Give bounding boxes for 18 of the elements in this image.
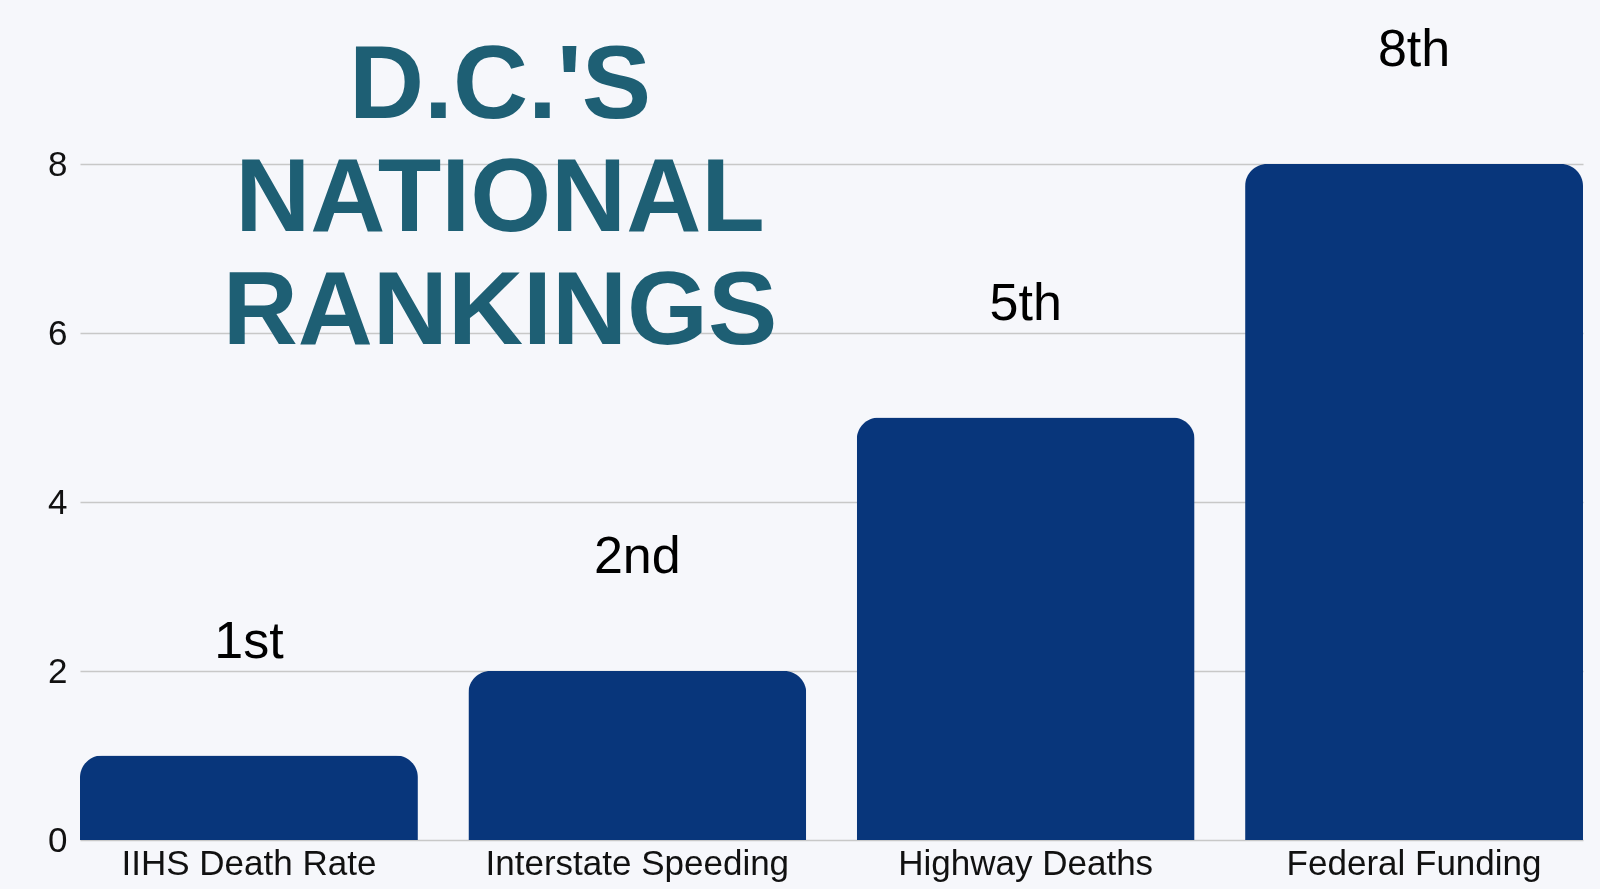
y-tick-label: 6 xyxy=(48,312,68,352)
x-tick-label: IIHS Death Rate xyxy=(121,842,377,882)
y-tick-label: 8 xyxy=(48,143,68,183)
data-label: 8th xyxy=(1377,19,1451,77)
y-tick-label: 2 xyxy=(48,650,68,690)
bar xyxy=(856,417,1195,840)
x-tick-label: Federal Funding xyxy=(1286,842,1542,882)
bar xyxy=(468,671,807,840)
bar xyxy=(80,755,418,840)
x-tick-label: Highway Deaths xyxy=(898,842,1154,882)
y-tick-label: 0 xyxy=(48,819,68,859)
y-tick-label: 4 xyxy=(48,481,68,521)
data-label: 5th xyxy=(989,272,1062,331)
bar xyxy=(1245,164,1583,840)
chart-title: D.C.'S NATIONAL RANKINGS xyxy=(222,24,778,366)
data-label: 1st xyxy=(214,610,285,669)
x-tick-label: Interstate Speeding xyxy=(485,842,790,882)
data-label: 2nd xyxy=(593,526,681,584)
